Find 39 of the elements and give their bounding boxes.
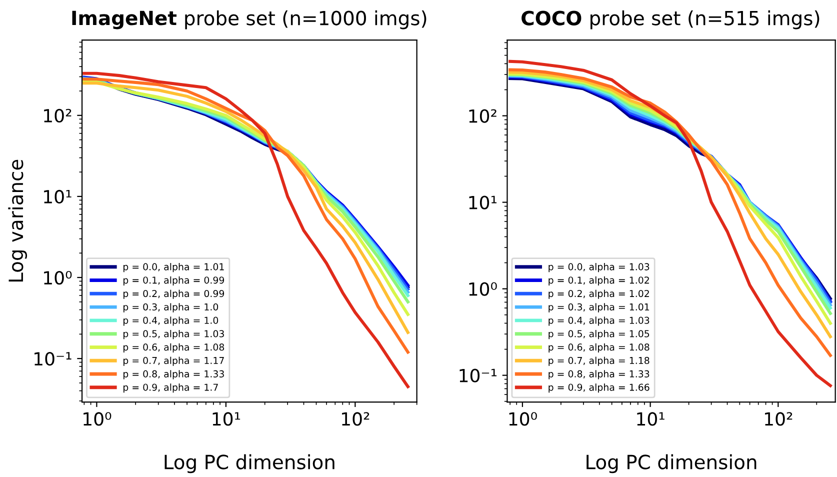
legend-label: p = 0.1, alpha = 1.02 <box>548 276 649 286</box>
y-tick-label: 10⁰ <box>44 270 72 285</box>
x-axis-title: Log PC dimension <box>586 454 756 474</box>
legend-label: p = 0.0, alpha = 1.01 <box>123 263 224 272</box>
legend-label: p = 0.4, alpha = 1.03 <box>548 316 650 326</box>
chart-title: ImageNet probe set (n=1000 imgs) <box>72 10 426 30</box>
x-tick-label: 10² <box>342 412 370 426</box>
legend-label: p = 0.9, alpha = 1.7 <box>123 384 218 393</box>
legend-label: p = 0.0, alpha = 1.03 <box>548 263 650 272</box>
x-axis-title: Log PC dimension <box>164 454 334 474</box>
y-tick-label: 10¹ <box>44 190 72 204</box>
y-tick-label: 10⁻¹ <box>34 352 72 366</box>
legend-label: p = 0.9, alpha = 1.66 <box>548 384 650 393</box>
y-tick-label: 10² <box>469 109 496 123</box>
x-tick-label: 10¹ <box>212 412 240 426</box>
legend-label: p = 0.1, alpha = 0.99 <box>123 276 224 286</box>
legend-label: p = 0.6, alpha = 1.08 <box>548 343 650 352</box>
legend-label: p = 0.4, alpha = 1.0 <box>123 316 218 326</box>
y-tick-label: 10¹ <box>469 196 497 210</box>
y-tick-label: 10⁰ <box>469 282 497 296</box>
x-tick-label: 10² <box>765 412 792 426</box>
chart-title: COCO probe set (n=515 imgs) <box>522 10 820 30</box>
legend-label: p = 0.6, alpha = 1.08 <box>123 343 224 352</box>
legend-label: p = 0.5, alpha = 1.03 <box>123 330 224 340</box>
legend-label: p = 0.2, alpha = 1.02 <box>548 290 649 299</box>
y-tick-label: 10⁻¹ <box>460 368 497 382</box>
legend-label: p = 0.8, alpha = 1.33 <box>548 370 650 380</box>
y-tick-label: 10² <box>44 108 72 123</box>
legend-label: p = 0.5, alpha = 1.05 <box>548 330 650 340</box>
x-tick-label: 10¹ <box>637 412 664 426</box>
y-axis-title: Log variance <box>8 160 28 282</box>
legend-label: p = 0.3, alpha = 1.01 <box>548 303 650 312</box>
legend-label: p = 0.2, alpha = 0.99 <box>123 290 224 299</box>
legend-label: p = 0.8, alpha = 1.33 <box>123 370 224 380</box>
legend-label: p = 0.3, alpha = 1.0 <box>123 303 218 312</box>
legend-label: p = 0.7, alpha = 1.18 <box>548 356 650 366</box>
x-tick-label: 10⁰ <box>509 412 537 426</box>
x-tick-label: 10⁰ <box>84 412 112 426</box>
legend-label: p = 0.7, alpha = 1.17 <box>123 356 224 366</box>
